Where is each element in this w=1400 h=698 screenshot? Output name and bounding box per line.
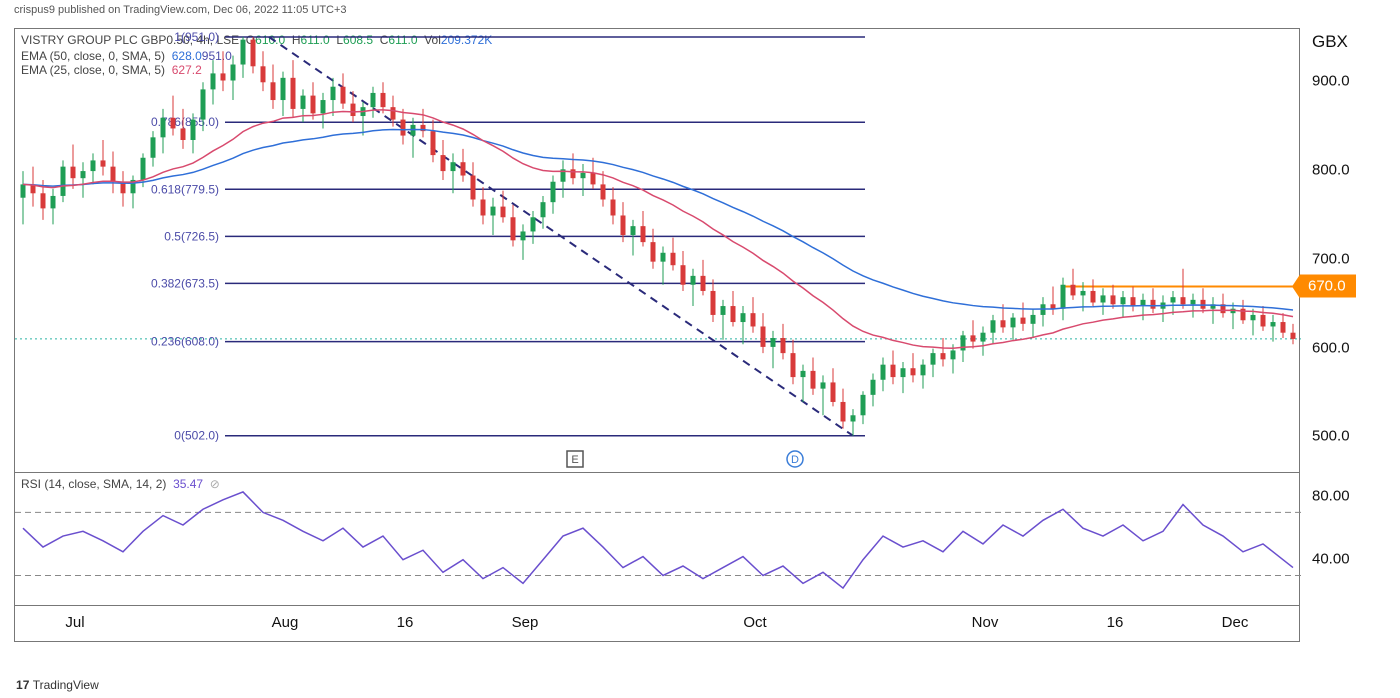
- publish-header: crispus9 published on TradingView.com, D…: [14, 4, 347, 16]
- price-tick: 600.0: [1312, 339, 1350, 356]
- price-tick: 800.0: [1312, 162, 1350, 179]
- svg-text:D: D: [791, 454, 799, 466]
- time-tick: Aug: [272, 614, 299, 631]
- svg-text:0.236(608.0): 0.236(608.0): [151, 335, 219, 349]
- svg-text:0.5(726.5): 0.5(726.5): [164, 229, 219, 243]
- ema25-legend: EMA (25, close, 0, SMA, 5) 627.2: [21, 63, 202, 77]
- rsi-tick: 40.00: [1312, 550, 1350, 567]
- rsi-tick: 80.00: [1312, 487, 1350, 504]
- rsi-legend: RSI (14, close, SMA, 14, 2) 35.47 ⊘: [21, 477, 220, 491]
- time-tick: 16: [397, 614, 414, 631]
- time-axis: Jul Aug 16 Sep Oct Nov 16 Dec: [14, 606, 1300, 642]
- tradingview-logo: 17 TradingView: [16, 678, 99, 692]
- price-tick: 900.0: [1312, 73, 1350, 90]
- svg-text:0(502.0): 0(502.0): [174, 429, 219, 443]
- price-tick: 700.0: [1312, 250, 1350, 267]
- ema50-legend: EMA (50, close, 0, SMA, 5) 628.0951.0: [21, 49, 232, 63]
- price-chart[interactable]: VISTRY GROUP PLC GBP0.50, 4h, LSE O610.0…: [14, 28, 1300, 472]
- price-axis: GBX 500.0 600.0 700.0 800.0 900.0 40.00 80.00 6…: [1300, 28, 1386, 606]
- time-tick: Jul: [65, 614, 84, 631]
- time-tick: Sep: [512, 614, 539, 631]
- price-badge: 670.0: [1300, 274, 1356, 297]
- svg-text:0.786(855.0): 0.786(855.0): [151, 115, 219, 129]
- symbol-legend: VISTRY GROUP PLC GBP0.50, 4h, LSE O610.0…: [21, 33, 492, 47]
- time-tick: Dec: [1222, 614, 1249, 631]
- svg-text:0.382(673.5): 0.382(673.5): [151, 276, 219, 290]
- time-tick: Nov: [972, 614, 999, 631]
- currency-label: GBX: [1312, 32, 1348, 52]
- price-tick: 500.0: [1312, 428, 1350, 445]
- svg-text:E: E: [571, 454, 578, 466]
- time-tick: Oct: [743, 614, 766, 631]
- time-tick: 16: [1107, 614, 1124, 631]
- rsi-chart[interactable]: RSI (14, close, SMA, 14, 2) 35.47 ⊘: [14, 472, 1300, 606]
- svg-text:0.618(779.5): 0.618(779.5): [151, 182, 219, 196]
